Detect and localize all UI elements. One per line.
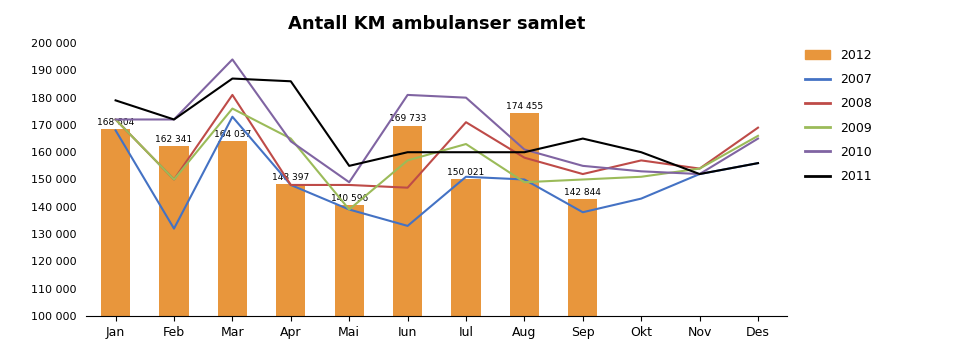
2008 <box>577 172 588 176</box>
2010 <box>518 147 530 151</box>
2009 <box>694 167 706 171</box>
2007 <box>694 172 706 176</box>
2007 <box>636 196 647 201</box>
2010 <box>402 93 414 97</box>
2009 <box>577 177 588 182</box>
2010 <box>694 172 706 176</box>
2008 <box>460 120 471 124</box>
2009 <box>753 134 764 138</box>
2011 <box>402 150 414 154</box>
Text: 142 844: 142 844 <box>564 188 601 197</box>
2007 <box>285 183 297 187</box>
2009 <box>460 142 471 146</box>
2008 <box>109 117 121 122</box>
Bar <box>451 180 481 359</box>
2008 <box>694 167 706 171</box>
2008 <box>636 158 647 163</box>
Legend: 2012, 2007, 2008, 2009, 2010, 2011: 2012, 2007, 2008, 2009, 2010, 2011 <box>801 44 877 188</box>
2009 <box>402 158 414 163</box>
2007 <box>344 208 355 212</box>
Text: 174 455: 174 455 <box>506 102 543 111</box>
2008 <box>402 186 414 190</box>
2010 <box>344 180 355 185</box>
2009 <box>109 117 121 122</box>
2010 <box>109 117 121 122</box>
2011 <box>694 172 706 176</box>
2010 <box>577 164 588 168</box>
2010 <box>753 136 764 141</box>
Bar <box>393 126 422 359</box>
2010 <box>636 169 647 173</box>
2011 <box>227 76 238 81</box>
2008 <box>753 126 764 130</box>
2008 <box>227 93 238 97</box>
Text: 140 596: 140 596 <box>330 194 368 203</box>
2007 <box>402 224 414 228</box>
Text: 162 341: 162 341 <box>156 135 193 144</box>
2009 <box>168 177 180 182</box>
2008 <box>168 177 180 182</box>
2011 <box>285 79 297 83</box>
Line: 2009: 2009 <box>115 108 758 210</box>
2010 <box>285 139 297 144</box>
Text: 169 733: 169 733 <box>389 115 426 123</box>
2011 <box>460 150 471 154</box>
2007 <box>227 115 238 119</box>
2011 <box>109 98 121 103</box>
Title: Antall KM ambulanser samlet: Antall KM ambulanser samlet <box>288 15 586 33</box>
Text: 164 037: 164 037 <box>214 130 251 139</box>
Bar <box>568 199 597 359</box>
Line: 2011: 2011 <box>115 79 758 174</box>
2009 <box>344 208 355 212</box>
2010 <box>168 117 180 122</box>
2009 <box>636 174 647 179</box>
2007 <box>518 177 530 182</box>
2007 <box>168 227 180 231</box>
Bar <box>159 146 188 359</box>
2008 <box>285 183 297 187</box>
2007 <box>753 161 764 165</box>
Bar <box>510 113 539 359</box>
2010 <box>227 57 238 62</box>
2011 <box>577 136 588 141</box>
2007 <box>460 174 471 179</box>
2011 <box>344 164 355 168</box>
2007 <box>577 210 588 214</box>
2009 <box>285 136 297 141</box>
2011 <box>168 117 180 122</box>
2007 <box>109 128 121 132</box>
Text: 168 604: 168 604 <box>97 117 134 127</box>
2009 <box>518 180 530 185</box>
2010 <box>460 95 471 100</box>
Line: 2010: 2010 <box>115 60 758 182</box>
Bar <box>335 205 364 359</box>
2011 <box>518 150 530 154</box>
Text: 148 397: 148 397 <box>273 173 309 182</box>
Bar <box>101 129 131 359</box>
Line: 2008: 2008 <box>115 95 758 188</box>
2008 <box>344 183 355 187</box>
2011 <box>636 150 647 154</box>
Bar <box>276 184 305 359</box>
Text: 150 021: 150 021 <box>447 168 485 177</box>
2008 <box>518 155 530 160</box>
Bar <box>218 141 247 359</box>
Line: 2007: 2007 <box>115 117 758 229</box>
2011 <box>753 161 764 165</box>
2009 <box>227 106 238 111</box>
